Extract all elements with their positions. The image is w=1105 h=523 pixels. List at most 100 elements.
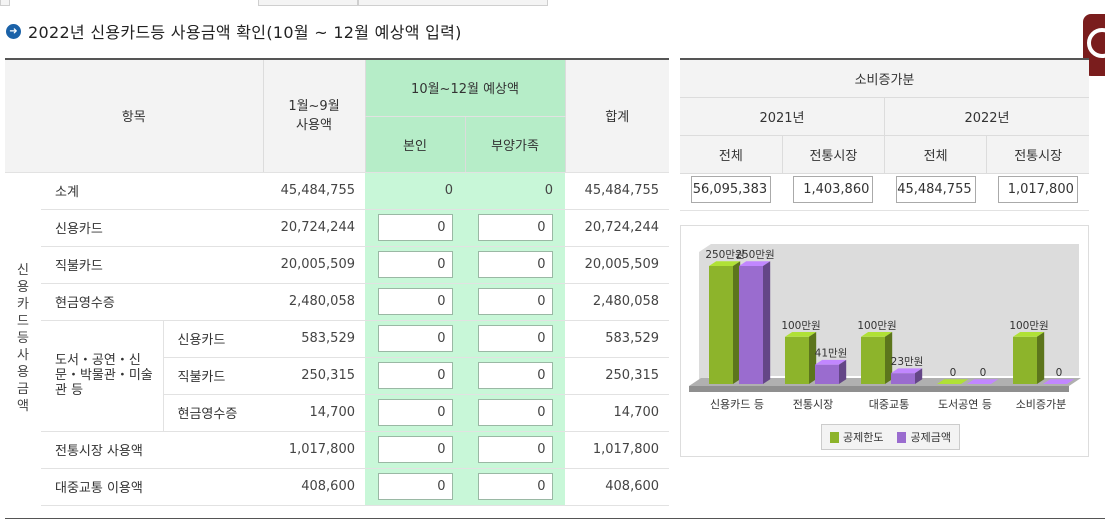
side-label: 신용카드등 사용금액 xyxy=(17,263,29,415)
top-strip xyxy=(0,0,1105,8)
self-value: 0 xyxy=(365,172,465,210)
dependents-input[interactable]: 0 xyxy=(477,251,553,278)
table-row: 전통시장 사용액 1,017,800 0 0 1,017,800 xyxy=(5,431,670,469)
chart-bar-side xyxy=(1037,332,1045,384)
dependents-input[interactable]: 0 xyxy=(477,362,553,389)
row-label: 소계 xyxy=(41,172,263,210)
chart-data-label: 100만원 xyxy=(1009,320,1048,332)
consumption-title: 소비증가분 xyxy=(680,59,1089,98)
row-label: 직불카드 xyxy=(162,357,263,395)
total-value: 45,484,755 xyxy=(565,172,670,210)
self-input[interactable]: 0 xyxy=(377,399,453,426)
chart-category-label: 전통시장 xyxy=(793,398,833,411)
chart-data-label: 0 xyxy=(980,367,987,379)
bottom-divider xyxy=(5,518,1105,519)
dependents-input[interactable]: 0 xyxy=(477,325,553,352)
header-dependents: 부양가족 xyxy=(464,116,566,173)
chart-data-label: 100만원 xyxy=(857,320,896,332)
table-row: 대중교통 이용액 408,600 0 0 408,600 xyxy=(5,468,670,506)
jan-sep-value: 583,529 xyxy=(263,320,365,358)
chart-bar-top xyxy=(1013,332,1045,337)
total-2022-input[interactable]: 45,484,755 xyxy=(895,176,976,203)
row-label: 직불카드 xyxy=(41,246,263,284)
row-label: 현금영수증 xyxy=(41,283,263,321)
market-2022-input[interactable]: 1,017,800 xyxy=(997,176,1078,203)
chart-bar-side xyxy=(763,261,771,384)
total-2021-input[interactable]: 56,095,383 xyxy=(691,176,772,203)
header-item: 항목 xyxy=(5,59,263,173)
chart-data-label: 250만원 xyxy=(735,249,774,261)
table-row: 도서・공연・신문・박물관・미술관 등 신용카드 583,529 0 0 583,… xyxy=(5,320,670,432)
chart-category-label: 신용카드 등 xyxy=(710,398,764,411)
year-2022: 2022년 xyxy=(884,97,1089,136)
header-self: 본인 xyxy=(364,116,465,173)
col-total-2021: 전체 xyxy=(680,135,783,174)
market-2021-input[interactable]: 1,403,860 xyxy=(793,176,874,203)
chart-bar-top xyxy=(815,359,847,365)
chart-bar xyxy=(1013,336,1037,384)
total-value: 408,600 xyxy=(565,468,670,506)
row-label: 신용카드 xyxy=(41,209,263,247)
chart-bar-side xyxy=(839,359,847,384)
total-value: 1,017,800 xyxy=(565,431,670,469)
legend-label: 공제한도 xyxy=(843,431,884,444)
jan-sep-value: 45,484,755 xyxy=(263,172,365,210)
dependents-input[interactable]: 0 xyxy=(477,473,553,500)
self-input[interactable]: 0 xyxy=(377,288,453,315)
col-market-2022: 전통시장 xyxy=(986,135,1089,174)
self-input[interactable]: 0 xyxy=(377,473,453,500)
chart-bar-side xyxy=(809,332,817,384)
jan-sep-value: 1,017,800 xyxy=(263,431,365,469)
year-2021: 2021년 xyxy=(680,97,885,136)
jan-sep-value: 20,005,509 xyxy=(263,246,365,284)
consumption-increase-table: 소비증가분 2021년 2022년 전체 전통시장 전체 전통시장 56,095… xyxy=(680,58,1089,211)
table-row: 신용카드등 사용금액 소계 45,484,755 0 0 45,484,755 xyxy=(5,172,670,414)
chart-bar xyxy=(709,266,733,384)
self-input[interactable]: 0 xyxy=(377,214,453,241)
usage-table: 항목 1월~9월 사용액 10월~12월 예상액 합계 본인 부양가족 신용카드… xyxy=(5,58,670,506)
legend-swatch xyxy=(830,431,839,443)
dependents-input[interactable]: 0 xyxy=(477,214,553,241)
chart-bar xyxy=(815,364,839,384)
jan-sep-value: 2,480,058 xyxy=(263,283,365,321)
chart-bar-top xyxy=(891,368,923,374)
legend-label: 공제금액 xyxy=(910,431,951,444)
dependents-input[interactable]: 0 xyxy=(477,436,553,463)
chart-bar xyxy=(861,336,885,384)
header-oct-dec: 10월~12월 예상액 xyxy=(364,59,566,117)
chart-bar-side xyxy=(915,368,923,384)
self-input[interactable]: 0 xyxy=(377,362,453,389)
jan-sep-value: 250,315 xyxy=(263,357,365,395)
chart-data-label: 100만원 xyxy=(781,320,820,332)
chart-category-label: 도서공연 등 xyxy=(938,398,992,411)
self-input[interactable]: 0 xyxy=(377,325,453,352)
arrow-right-icon: ➜ xyxy=(6,23,21,39)
total-value: 20,724,244 xyxy=(565,209,670,247)
chart-category-label: 소비증가분 xyxy=(1016,398,1067,411)
chart-bar-side xyxy=(885,332,893,384)
chart-category-label: 대중교통 xyxy=(869,398,909,411)
chart-data-label: 0 xyxy=(1056,367,1063,379)
col-total-2022: 전체 xyxy=(883,135,987,174)
dependents-input[interactable]: 0 xyxy=(477,399,553,426)
self-input[interactable]: 0 xyxy=(377,436,453,463)
table-row: 현금영수증 14,700 0 0 14,700 xyxy=(5,394,670,432)
self-input[interactable]: 0 xyxy=(377,251,453,278)
dependents-value: 0 xyxy=(465,172,566,210)
chart-bar xyxy=(891,373,915,384)
row-label: 대중교통 이용액 xyxy=(41,468,263,506)
row-label: 현금영수증 xyxy=(162,394,263,432)
chart-bar-top xyxy=(861,332,893,337)
total-value: 2,480,058 xyxy=(565,283,670,321)
dependents-input[interactable]: 0 xyxy=(477,288,553,315)
total-value: 20,005,509 xyxy=(565,246,670,284)
page-title: 2022년 신용카드등 사용금액 확인(10월 ~ 12월 예상액 입력) xyxy=(28,23,462,42)
table-row: 현금영수증 2,480,058 0 0 2,480,058 xyxy=(5,283,670,321)
legend-swatch xyxy=(897,431,907,443)
chart-bar xyxy=(739,266,763,384)
chart-bar xyxy=(785,336,809,384)
chart-bar-top xyxy=(967,379,999,384)
row-label: 전통시장 사용액 xyxy=(41,431,263,469)
total-value: 14,700 xyxy=(565,394,670,432)
